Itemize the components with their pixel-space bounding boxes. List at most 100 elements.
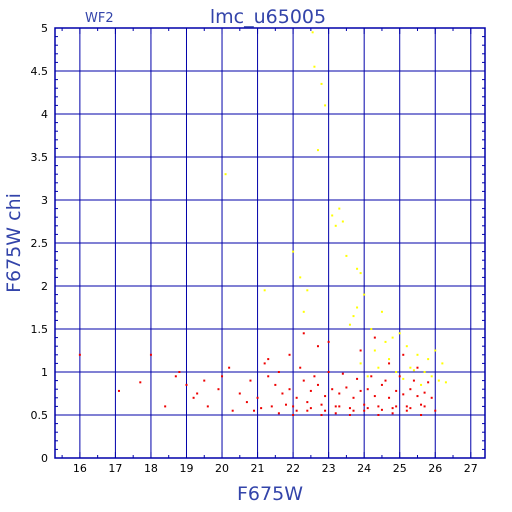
data-point [377, 414, 380, 416]
data-point [412, 369, 415, 372]
data-point [437, 379, 440, 382]
data-point [359, 389, 362, 392]
data-point [363, 293, 366, 296]
data-point [320, 403, 323, 406]
data-point [164, 405, 167, 408]
y-axis-title: F675W chi [3, 193, 25, 293]
data-point [316, 383, 319, 386]
data-point [405, 345, 408, 348]
data-point [356, 306, 359, 309]
x-tick-label: 25 [393, 462, 407, 475]
data-point [373, 395, 376, 398]
x-axis-title: F675W [237, 483, 303, 505]
data-point [228, 366, 231, 369]
data-point [277, 371, 280, 373]
data-point [324, 409, 327, 412]
x-tick-label: 21 [251, 462, 265, 475]
data-point [295, 396, 298, 399]
data-point [217, 388, 220, 391]
data-point [427, 358, 430, 361]
data-point [441, 362, 444, 365]
y-tick-label: 1.5 [31, 323, 49, 336]
data-point [203, 379, 206, 382]
data-point [384, 379, 387, 382]
data-point [78, 353, 81, 356]
data-point [174, 375, 177, 378]
y-tick-label: 3 [41, 194, 48, 207]
data-point [292, 414, 295, 416]
data-point [341, 372, 344, 375]
data-point [363, 409, 366, 412]
data-point [306, 401, 309, 404]
data-point [288, 353, 291, 356]
data-point [178, 371, 181, 373]
data-point [192, 396, 195, 399]
data-point [423, 371, 426, 373]
grid-lines [55, 27, 485, 459]
y-tick-label: 5 [41, 22, 48, 35]
data-point [267, 375, 270, 378]
y-tick-label: 0 [41, 452, 48, 465]
data-point [149, 353, 152, 356]
data-point [352, 396, 355, 399]
data-point [327, 371, 330, 373]
data-point [356, 377, 359, 380]
data-point [295, 409, 298, 412]
data-point [267, 358, 270, 361]
data-point [253, 409, 256, 412]
data-point [316, 345, 319, 348]
data-point [313, 65, 316, 68]
data-point [359, 362, 362, 365]
data-point [334, 412, 337, 415]
data-point [292, 250, 295, 253]
data-point [380, 408, 383, 411]
data-point [270, 405, 273, 408]
data-point [302, 332, 305, 335]
data-point [388, 396, 391, 399]
data-point [306, 289, 309, 292]
data-point [423, 391, 426, 394]
data-point [302, 379, 305, 382]
data-point [256, 396, 259, 399]
data-point [416, 395, 419, 398]
data-point [331, 388, 334, 391]
data-point [398, 375, 401, 378]
data-point [395, 389, 398, 392]
x-tick-label: 18 [144, 462, 158, 475]
data-point [363, 403, 366, 406]
data-point [334, 405, 337, 408]
data-point [388, 362, 391, 365]
data-point [249, 379, 252, 382]
x-tick-label: 22 [286, 462, 300, 475]
data-point [263, 289, 266, 292]
data-point [434, 409, 437, 412]
data-point [420, 414, 423, 416]
data-point [274, 383, 277, 386]
data-point [117, 389, 120, 392]
data-point [313, 375, 316, 378]
data-point [366, 375, 369, 378]
data-point [320, 414, 323, 416]
data-point [402, 377, 405, 380]
data-point [423, 405, 426, 408]
data-point [334, 224, 337, 227]
data-point [380, 383, 383, 386]
data-point [299, 276, 302, 279]
data-point [402, 353, 405, 356]
y-tick-label: 4.5 [31, 65, 49, 78]
tick-marks [55, 27, 485, 459]
data-point [311, 31, 314, 34]
data-point [139, 381, 142, 384]
data-point [348, 414, 351, 416]
data-points [78, 31, 447, 416]
data-point [391, 407, 394, 410]
data-point [348, 323, 351, 326]
data-point [316, 149, 319, 152]
data-point [288, 388, 291, 391]
data-point [327, 340, 330, 343]
data-point [309, 389, 312, 392]
data-point [405, 405, 408, 408]
data-point [206, 405, 209, 408]
data-point [352, 409, 355, 412]
data-point [338, 392, 341, 395]
